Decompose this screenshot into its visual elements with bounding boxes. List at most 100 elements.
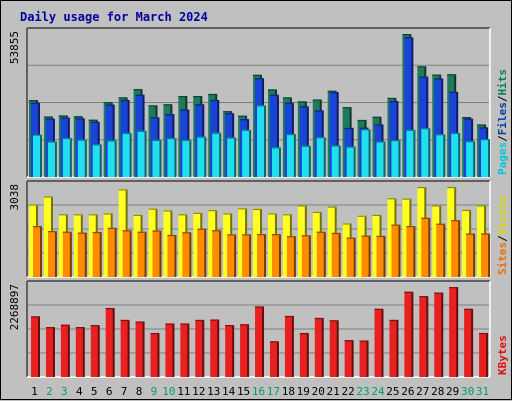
bar-top-edge xyxy=(314,317,324,320)
bar-shadow xyxy=(323,232,326,277)
bar-top-edge xyxy=(180,109,190,111)
bar-fill xyxy=(255,306,264,377)
bar-pages-day-11 xyxy=(182,139,192,177)
bar-fill xyxy=(137,130,146,177)
bar-top-edge xyxy=(180,323,190,325)
bar-fill xyxy=(227,137,236,177)
chart-title: Daily usage for March 2024 xyxy=(20,10,208,24)
bar-shadow xyxy=(396,102,399,177)
bar-top-edge xyxy=(404,291,414,293)
bar-top-edge xyxy=(253,74,263,76)
bar-sites-day-26 xyxy=(406,226,416,277)
bar-fill xyxy=(316,231,325,277)
bar-top-edge xyxy=(466,141,476,143)
bar-fill xyxy=(466,233,475,277)
bar-top-edge xyxy=(477,124,487,126)
bar-top-edge xyxy=(242,129,252,131)
bar-kbytes-day-23 xyxy=(359,340,369,377)
bar-shadow xyxy=(189,140,192,177)
x-tick-label: 1 xyxy=(31,385,38,398)
bar-top-edge xyxy=(449,91,459,93)
bar-fill xyxy=(376,141,385,177)
bar-sites-day-28 xyxy=(436,223,446,277)
bar-fill xyxy=(60,324,69,377)
bar-shadow xyxy=(114,228,117,277)
bar-fill xyxy=(284,315,293,377)
bar-kbytes-day-17 xyxy=(269,341,279,377)
bar-top-edge xyxy=(361,235,371,237)
bar-top-edge xyxy=(165,323,175,325)
bar-top-edge xyxy=(286,236,296,238)
bar-fill xyxy=(167,234,176,277)
bar-top-edge xyxy=(479,127,489,129)
bar-fill xyxy=(391,140,400,177)
bar-top-edge xyxy=(137,130,147,132)
bar-shadow xyxy=(458,133,461,177)
bar-kbytes-day-25 xyxy=(389,319,399,377)
bar-sites-day-18 xyxy=(286,236,296,277)
bar-shadow xyxy=(443,135,446,177)
bar-shadow xyxy=(381,309,384,377)
bar-top-edge xyxy=(212,132,222,134)
bar-shadow xyxy=(217,320,220,377)
bar-fill xyxy=(479,332,488,377)
bar-top-edge xyxy=(451,220,461,222)
bar-shadow xyxy=(262,307,265,377)
x-tick-label: 18 xyxy=(282,385,295,398)
bar-top-edge xyxy=(163,104,173,106)
bar-pages-day-29 xyxy=(451,132,461,177)
bar-top-edge xyxy=(77,232,87,234)
bar-fill xyxy=(314,317,323,377)
bar-shadow xyxy=(142,322,145,377)
x-tick-label: 28 xyxy=(431,385,444,398)
bar-top-edge xyxy=(312,99,322,101)
bar-top-edge xyxy=(240,324,250,326)
bar-shadow xyxy=(398,225,401,277)
bar-top-edge xyxy=(282,214,292,216)
bar-fill xyxy=(361,129,370,177)
legend-files: Files xyxy=(496,102,509,135)
bar-top-edge xyxy=(376,141,386,143)
bar-shadow xyxy=(232,326,235,377)
bar-top-edge xyxy=(267,213,277,215)
bar-fill xyxy=(182,232,191,277)
bar-sites-day-1 xyxy=(33,226,42,277)
bar-pages-day-28 xyxy=(436,134,446,177)
bar-top-edge xyxy=(165,114,175,116)
bar-shadow xyxy=(99,232,102,277)
bar-pages-day-23 xyxy=(361,129,371,177)
bar-top-edge xyxy=(462,209,472,211)
bar-shadow xyxy=(278,148,281,177)
bar-sites-day-14 xyxy=(227,234,237,277)
bar-fill xyxy=(47,141,56,177)
bar-fill xyxy=(346,146,355,177)
bar-top-edge xyxy=(436,134,446,136)
bar-top-edge xyxy=(225,113,235,115)
bar-fill xyxy=(271,147,280,177)
bar-shadow xyxy=(426,77,429,177)
bar-fill xyxy=(120,319,129,377)
x-tick-label: 14 xyxy=(222,385,236,398)
bar-top-edge xyxy=(60,324,70,326)
bar-top-edge xyxy=(178,214,188,216)
x-tick-label: 27 xyxy=(416,385,429,398)
x-tick-label: 26 xyxy=(401,385,414,398)
bar-top-edge xyxy=(210,99,220,102)
bar-pages-day-14 xyxy=(227,137,237,177)
bar-shadow xyxy=(276,342,279,377)
x-tick-label: 31 xyxy=(476,385,489,398)
bar-top-edge xyxy=(148,105,158,107)
bar-top-edge xyxy=(329,92,339,94)
bar-top-edge xyxy=(195,319,205,322)
bar-kbytes-day-15 xyxy=(240,324,250,377)
bar-top-edge xyxy=(267,89,277,91)
legend-sites: Sites xyxy=(496,242,509,275)
bar-fill xyxy=(240,324,249,377)
bar-fill xyxy=(33,226,41,277)
bar-top-edge xyxy=(152,230,162,232)
bar-top-edge xyxy=(361,129,371,131)
legend-visits: Visits xyxy=(496,196,509,236)
x-tick-label: 16 xyxy=(252,385,265,398)
bar-fill xyxy=(331,145,340,177)
x-tick-label: 2 xyxy=(46,385,53,398)
